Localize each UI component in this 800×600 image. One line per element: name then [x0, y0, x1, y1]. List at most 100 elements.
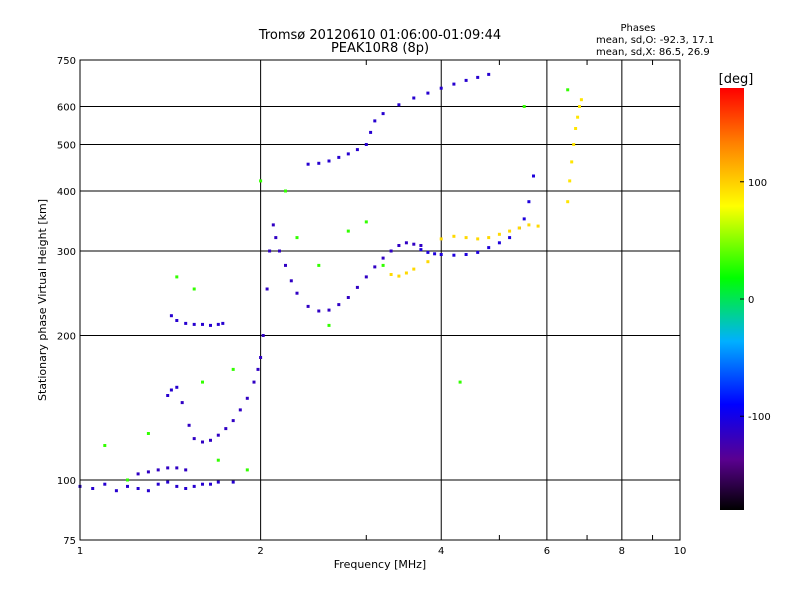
data-point	[268, 249, 272, 253]
data-point	[346, 152, 350, 156]
data-point	[216, 433, 220, 437]
y-tick-label: 300	[57, 247, 76, 258]
data-point	[527, 223, 531, 227]
x-tick-label: 4	[438, 546, 444, 557]
data-point	[201, 322, 204, 326]
data-point	[522, 105, 526, 108]
data-point	[306, 304, 310, 308]
data-point	[452, 82, 456, 86]
data-point	[566, 200, 570, 204]
data-point	[166, 466, 170, 470]
data-point	[397, 274, 401, 278]
data-point	[216, 480, 220, 484]
data-point	[317, 161, 321, 165]
colorbar-ticks: 100 0 -100	[740, 178, 771, 423]
data-point	[278, 249, 281, 253]
data-point	[346, 296, 350, 299]
data-point	[439, 253, 443, 256]
data-point	[289, 279, 293, 283]
y-tick-label: 400	[57, 187, 76, 198]
data-point	[381, 263, 385, 267]
data-points	[78, 72, 583, 493]
data-point	[221, 321, 225, 325]
data-point	[114, 489, 118, 493]
data-point	[381, 112, 385, 116]
data-point	[426, 91, 430, 95]
data-point	[397, 103, 401, 107]
data-point	[295, 291, 299, 295]
data-point	[209, 438, 212, 442]
data-point	[317, 263, 321, 267]
data-point	[508, 236, 512, 240]
data-point	[522, 217, 526, 221]
data-point	[295, 236, 299, 240]
y-axis-label: Stationary phase Virtual Height [km]	[36, 199, 49, 401]
y-tick-label: 200	[57, 332, 76, 343]
data-point	[487, 72, 491, 76]
data-point	[259, 356, 263, 359]
data-point	[184, 468, 188, 472]
data-point	[146, 470, 150, 474]
data-point	[192, 484, 196, 488]
data-point	[245, 468, 249, 472]
data-point	[175, 275, 179, 279]
y-tick-label: 75	[63, 536, 76, 547]
data-point	[426, 250, 430, 254]
data-point	[476, 237, 480, 241]
data-point	[426, 260, 430, 264]
data-point	[209, 323, 212, 327]
data-point	[231, 480, 235, 484]
data-point	[404, 241, 408, 245]
y-tick-label: 100	[57, 476, 76, 487]
data-point	[381, 256, 385, 260]
data-point	[464, 253, 468, 256]
data-point	[306, 162, 310, 166]
data-point	[231, 419, 235, 423]
data-point	[373, 119, 377, 123]
data-point	[187, 423, 191, 427]
x-tick-label: 1	[77, 546, 83, 557]
colorbar-tick-label: 0	[748, 295, 754, 306]
data-point	[192, 287, 196, 291]
data-point	[364, 143, 368, 146]
data-point	[369, 130, 373, 134]
grid-lines	[80, 60, 680, 540]
data-point	[346, 229, 350, 233]
data-point	[284, 189, 287, 193]
data-point	[412, 242, 416, 246]
data-point	[337, 303, 341, 307]
chart-title-line2: PEAK10R8 (8p)	[331, 41, 429, 56]
data-point	[497, 241, 501, 245]
data-point	[397, 244, 401, 247]
data-point	[464, 236, 468, 240]
x-tick-label: 2	[257, 546, 263, 557]
data-point	[184, 487, 188, 490]
data-point	[487, 236, 491, 240]
data-point	[487, 246, 491, 250]
data-point	[508, 229, 512, 233]
data-point	[136, 487, 140, 490]
stats-o-mode: mean, sd,O: -92.3, 17.1	[596, 35, 714, 46]
data-point	[126, 478, 129, 482]
data-point	[166, 480, 170, 484]
data-point	[536, 224, 540, 228]
data-point	[579, 98, 583, 102]
data-point	[201, 482, 204, 486]
data-point	[201, 440, 204, 444]
data-point	[373, 265, 377, 269]
data-point	[252, 380, 256, 384]
data-point	[458, 380, 462, 384]
data-point	[245, 396, 249, 400]
data-point	[146, 432, 150, 435]
data-point	[578, 105, 581, 108]
data-point	[156, 482, 160, 486]
data-point	[574, 127, 578, 130]
data-point	[103, 482, 107, 486]
data-point	[192, 322, 196, 326]
data-point	[103, 444, 107, 447]
data-point	[364, 275, 368, 279]
data-point	[274, 236, 278, 240]
data-point	[201, 380, 204, 384]
data-point	[175, 319, 179, 322]
data-point	[439, 86, 443, 90]
